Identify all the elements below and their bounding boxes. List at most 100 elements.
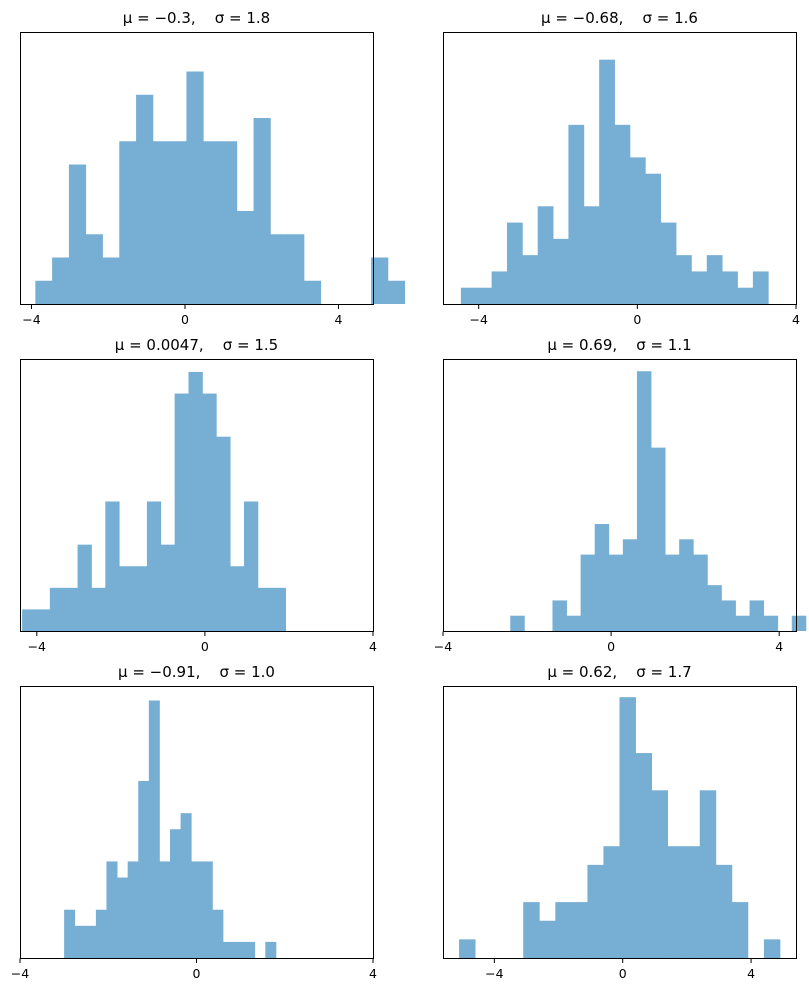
x-tick-label: −4 [22,312,40,327]
histogram-bar [85,925,97,958]
histogram-bar [271,587,286,631]
histogram-bar [699,790,717,958]
subplot-title: μ = −0.68, σ = 1.6 [541,9,698,27]
histogram-bar [174,393,189,631]
histogram-bar [555,902,572,958]
histogram-bar [212,909,224,958]
histogram-bar [537,206,554,304]
histogram-bar [679,539,694,631]
histogram-bar [460,287,477,304]
x-tick-label: 0 [193,966,201,981]
histogram-bar [202,393,217,631]
histogram-bar [566,615,582,631]
x-tick-label: 0 [201,639,209,654]
x-tick-label: 4 [369,966,377,981]
x-tick-label: −4 [485,966,503,981]
histogram-bar [553,238,569,304]
histogram-bar [636,371,652,631]
histogram-bar [222,941,234,958]
histogram-bar [763,615,779,631]
x-tick-label: 0 [181,312,189,327]
histogram-bar [665,554,680,631]
histogram-bar [522,255,539,304]
histogram-bar [49,587,65,631]
histogram-bar [791,615,807,631]
histogram-bar [257,587,273,631]
x-tick-label: 4 [792,312,800,327]
histogram-bar [660,222,677,304]
histogram-bar [491,271,508,304]
histogram-bar [706,255,723,304]
histogram-bar [476,287,492,304]
histogram-bar [721,600,736,631]
histogram-bar [683,846,701,958]
histogram-bar [552,600,567,631]
histogram-bar [159,861,171,958]
histogram-bar [707,585,722,631]
histogram-bar [387,280,406,304]
histogram-bar [85,234,103,304]
histogram-bar [676,255,692,304]
subplot-title: μ = 0.69, σ = 1.1 [547,336,691,354]
x-tick-label: 4 [334,312,342,327]
histogram-bar [580,554,596,631]
histogram-bar [667,846,685,958]
x-tick-label: −4 [434,639,452,654]
subplot-3: −4 0 4 μ = 0.0047, σ = 1.5 [20,336,377,654]
histogram-bar [265,941,277,958]
histogram-bar [622,539,638,631]
histogram-bar [148,700,160,958]
histogram-bar [651,790,669,958]
histogram-bar [160,544,176,631]
x-tick-label: 0 [607,639,615,654]
histogram-bar [22,609,37,631]
histogram-bar [459,939,476,958]
subplot-title: μ = −0.91, σ = 1.0 [118,663,275,681]
subplot-title: μ = 0.0047, σ = 1.5 [115,336,278,354]
x-tick-label: −4 [11,966,29,981]
subplot-1: −4 0 4 μ = −0.3, σ = 1.8 [20,9,406,327]
histogram-bar [95,909,107,958]
histogram-bar [63,587,78,631]
histogram-bar [152,141,171,304]
histogram-bar [303,280,322,304]
histogram-bar [731,902,749,958]
histogram-bar [735,615,750,631]
histogram-bar [693,554,708,631]
histogram-bar [186,71,204,305]
histogram-bar [35,280,53,304]
histogram-bar [68,164,87,304]
histogram-bar [523,902,540,958]
histogram-bar [230,566,245,631]
histogram-bar [191,861,203,958]
histogram-bar [722,271,738,304]
histogram-bar [105,501,120,631]
axes-frame [20,32,374,305]
histogram-bar [236,211,254,304]
histogram-bar [169,141,187,304]
histogram-bar [74,925,86,958]
axes-frame [20,359,374,632]
histogram-bar [52,257,70,304]
histogram-bar [737,287,754,304]
histogram-bar [599,59,615,304]
histogram-bar [220,141,238,304]
x-tick-label: 4 [369,639,377,654]
x-tick-label: 4 [747,966,755,981]
histogram-bar [119,566,134,631]
histogram-bar [568,124,585,304]
histogram-bar [35,609,51,631]
histogram-bar [138,780,150,958]
histogram-bar [645,173,662,304]
histogram-bar [651,447,666,631]
x-tick-label: 0 [633,312,641,327]
x-tick-label: 0 [619,966,627,981]
histogram-bar [201,861,213,958]
histogram-bar [244,941,256,958]
histogram-bar [587,864,604,958]
histogram-bar [216,436,231,631]
histogram-bar [146,501,162,631]
histogram-bar [106,861,118,958]
histogram-bar [270,234,288,304]
histogram-bar [127,861,139,958]
